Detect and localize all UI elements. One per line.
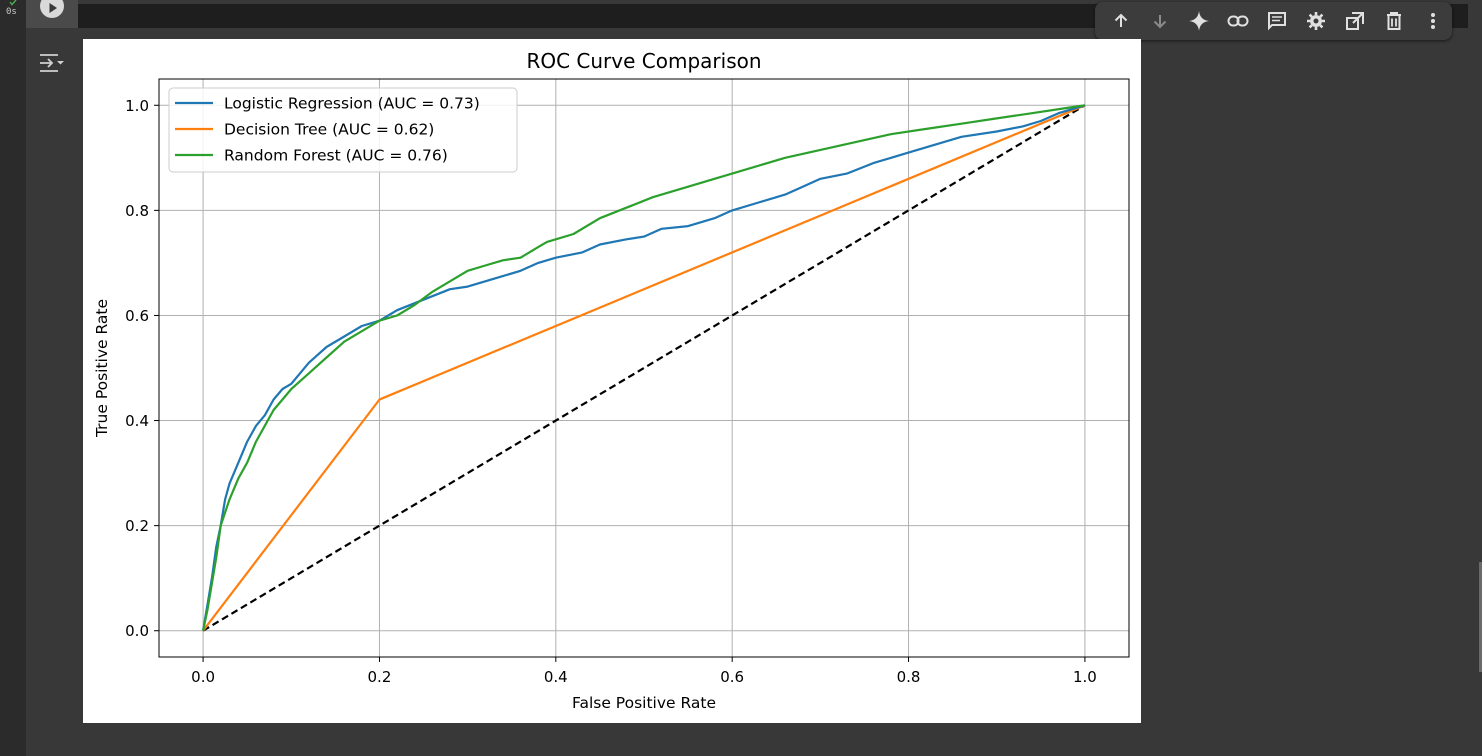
x-tick-label: 0.8 — [897, 668, 921, 686]
legend-box — [168, 87, 518, 173]
axis-ticks: 0.0 0.2 0.4 0.6 0.8 1.0 0.0 0.2 0.4 0.6 0.8 1.0 — [125, 97, 1097, 686]
comment-icon[interactable] — [1257, 2, 1296, 40]
y-tick-label: 0.4 — [125, 412, 149, 430]
y-tick-label: 0.8 — [125, 202, 149, 220]
y-tick-label: 1.0 — [125, 97, 149, 115]
diagonal-reference-line — [202, 104, 1086, 632]
y-tick-label: 0.0 — [125, 622, 149, 640]
link-icon[interactable] — [1218, 2, 1257, 40]
execution-time: 0s — [6, 7, 17, 17]
y-axis-label: True Positive Rate — [93, 299, 111, 438]
open-tab-icon[interactable] — [1335, 2, 1374, 40]
trash-icon[interactable] — [1374, 2, 1413, 40]
x-tick-label: 0.4 — [544, 668, 568, 686]
sparkle-icon[interactable] — [1179, 2, 1218, 40]
series-lines — [202, 104, 1086, 632]
arrow-up-icon[interactable] — [1101, 2, 1140, 40]
x-tick-label: 0.6 — [720, 668, 744, 686]
series-line-0 — [202, 104, 1086, 631]
plot-frame — [158, 78, 1130, 658]
check-icon — [9, 0, 17, 6]
series-line-1 — [202, 104, 1086, 632]
plot-output: 0.0 0.2 0.4 0.6 0.8 1.0 0.0 0.2 0.4 0.6 0.8 1.0 ROC… — [83, 39, 1141, 723]
x-tick-label: 1.0 — [1073, 668, 1097, 686]
roc-chart: 0.0 0.2 0.4 0.6 0.8 1.0 0.0 0.2 0.4 0.6 0.8 1.0 ROC… — [93, 49, 1130, 712]
scrollbar[interactable] — [1479, 562, 1482, 672]
cell-toolbar — [1095, 2, 1452, 40]
gear-icon[interactable] — [1296, 2, 1335, 40]
legend: Logistic Regression (AUC = 0.73) Decision… — [168, 87, 518, 173]
x-axis-label: False Positive Rate — [572, 694, 716, 712]
x-tick-label: 0.2 — [368, 668, 392, 686]
x-tick-label: 0.0 — [191, 668, 215, 686]
chart-title: ROC Curve Comparison — [526, 49, 761, 73]
arrow-down-icon[interactable] — [1140, 2, 1179, 40]
play-icon[interactable] — [40, 0, 64, 18]
output-toggle-icon[interactable] — [38, 52, 66, 78]
more-vert-icon[interactable] — [1413, 2, 1452, 40]
y-tick-label: 0.6 — [125, 307, 149, 325]
y-tick-label: 0.2 — [125, 517, 149, 535]
legend-label: Random Forest (AUC = 0.76) — [224, 147, 448, 165]
cell-gutter: 0s — [0, 0, 26, 756]
series-line-2 — [202, 104, 1086, 631]
legend-label: Decision Tree (AUC = 0.62) — [224, 121, 434, 139]
legend-label: Logistic Regression (AUC = 0.73) — [224, 95, 480, 113]
